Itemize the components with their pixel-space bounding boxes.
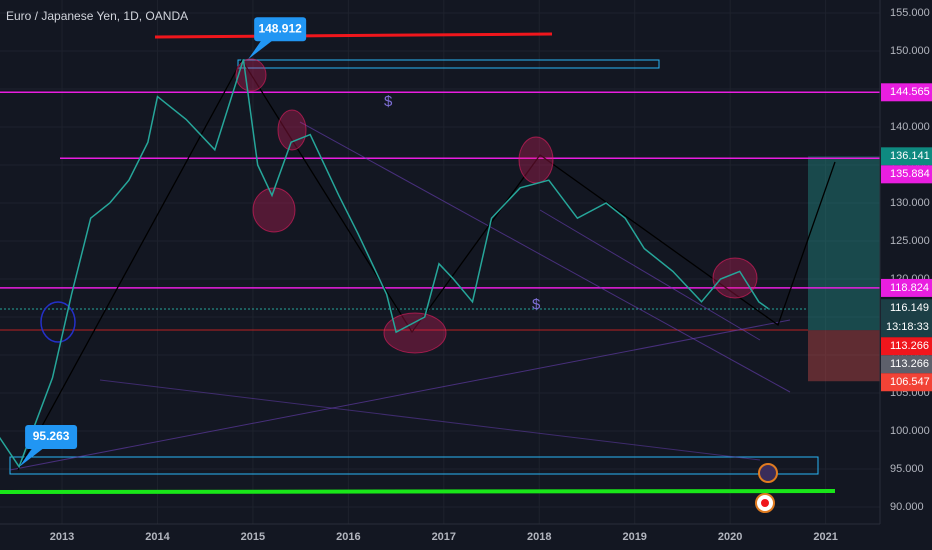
price-badge [881,165,932,184]
circle-marker [40,301,76,343]
price-badge-label: 144.565 [890,86,930,98]
x-tick-label: 2013 [50,531,74,543]
event-icon[interactable] [758,463,778,483]
price-badge [881,355,932,374]
y-tick-label: 150.000 [890,45,930,57]
x-tick-label: 2020 [718,531,742,543]
circle-marker [235,58,267,92]
dollar-icon: $ [384,93,393,110]
price-badge [881,83,932,102]
price-badge-label: 106.547 [890,376,930,388]
x-tick-label: 2016 [336,531,360,543]
y-tick-label: 130.000 [890,197,930,209]
support-line [0,489,836,494]
channel-line [9,319,791,471]
stop-zone [808,330,880,382]
price-badge [881,299,932,338]
chart-title: Euro / Japanese Yen, 1D, OANDA [6,9,188,23]
dollar-icon: $ [532,296,541,313]
x-tick-label: 2017 [432,531,456,543]
drawings: $ $ [0,32,836,513]
callout-pointer [248,39,275,60]
callout-box [25,424,78,449]
channel-line [539,209,761,341]
plot: 148.912 95.263 [0,17,769,469]
y-tick-label: 90.000 [890,501,924,513]
event-icon-dot [761,499,769,507]
countdown-label: 13:18:33 [886,321,929,333]
price-badge-label: 116.149 [890,302,929,314]
x-tick-label: 2018 [527,531,551,543]
callout-pointer [19,446,46,467]
y-tick-label: 95.000 [890,463,924,475]
price-badge-label: 118.824 [890,282,929,294]
x-tick-label: 2019 [622,531,646,543]
price-badge-label: 113.266 [890,340,929,352]
price-badge-label: 136.141 [890,150,930,162]
callout-box [254,17,307,42]
y-tick-label: 140.000 [890,121,930,133]
zigzag [17,58,836,471]
y-tick-label: 155.000 [890,7,930,19]
grid [0,0,880,524]
price-badge-label: 113.266 [890,358,929,370]
price-badge [881,337,932,356]
circle-marker [383,312,447,354]
price-badge [881,147,932,166]
y-tick-label: 100.000 [890,425,930,437]
circle-marker [252,187,296,233]
x-tick-label: 2015 [241,531,265,543]
price-badge [881,373,932,392]
price-line [0,59,769,469]
channel-line [299,121,791,393]
y-tick-label: 125.000 [890,235,930,247]
callout-label: 148.912 [258,21,302,35]
price-badge-label: 135.884 [890,168,930,180]
callout-label: 95.263 [33,429,70,443]
circle-marker [712,257,758,299]
x-tick-label: 2014 [145,531,170,543]
zone-box [9,456,819,475]
circle-marker [518,136,554,184]
target-zone [808,156,880,331]
price-badge [881,278,932,297]
channel-line [99,379,761,461]
zone-box [237,59,660,69]
resistance-line [154,32,553,39]
x-tick-label: 2021 [813,531,837,543]
circle-marker [277,109,307,151]
